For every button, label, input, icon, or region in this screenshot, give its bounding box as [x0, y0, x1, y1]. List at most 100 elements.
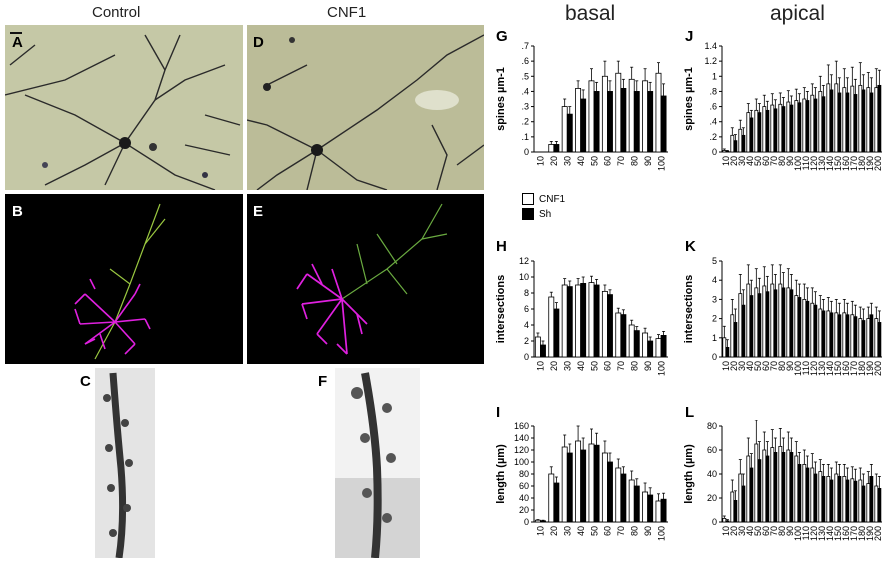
bar-sh	[553, 144, 560, 153]
label-G: G	[496, 28, 508, 45]
reconstruction-cnf1	[247, 194, 484, 364]
bar-cnf1	[754, 287, 759, 358]
bar-cnf1	[730, 314, 735, 358]
y-tick-label: 60	[707, 445, 717, 455]
bar-cnf1	[746, 283, 751, 358]
bar-sh	[877, 322, 882, 358]
legend-label-cnf1: CNF1	[539, 193, 566, 205]
bar-sh	[813, 98, 818, 153]
x-tick-label: 70	[616, 156, 626, 166]
bar-sh	[877, 84, 882, 153]
x-tick-label: 90	[643, 156, 653, 166]
x-tick-label: 150	[833, 361, 843, 376]
bar-cnf1	[642, 491, 649, 523]
x-tick-label: 50	[589, 156, 599, 166]
bar-cnf1	[588, 282, 595, 358]
x-tick-label: 80	[630, 156, 640, 166]
bar-cnf1	[561, 446, 568, 523]
x-tick-label: 150	[833, 526, 843, 541]
title-basal: basal	[565, 2, 616, 25]
bar-sh	[580, 282, 587, 358]
y-tick-label: 60	[519, 481, 529, 491]
bar-sh	[869, 92, 874, 153]
bar-sh	[853, 94, 858, 153]
bar-cnf1	[802, 464, 807, 523]
x-tick-label: 130	[817, 361, 827, 376]
bar-sh	[566, 286, 573, 358]
bar-sh	[845, 92, 850, 153]
bar-cnf1	[850, 85, 855, 153]
x-tick-label: 50	[589, 526, 599, 536]
x-tick-label: 10	[536, 526, 546, 536]
y-tick-label: 1.2	[704, 56, 717, 66]
bar-cnf1	[615, 467, 622, 523]
bar-cnf1	[588, 80, 595, 153]
bar-sh	[805, 100, 810, 153]
x-tick-label: 10	[721, 156, 731, 166]
y-tick-label: 120	[514, 445, 529, 455]
bar-sh	[593, 284, 600, 358]
legend: CNF1 Sh	[522, 193, 565, 220]
micrograph-control	[5, 25, 243, 190]
x-tick-label: 80	[630, 361, 640, 371]
bar-cnf1	[794, 455, 799, 523]
y-tick-label: 140	[514, 433, 529, 443]
x-tick-label: 40	[576, 156, 586, 166]
y-tick-label: 100	[514, 457, 529, 467]
bar-sh	[853, 480, 858, 523]
x-tick-label: 180	[857, 156, 867, 171]
bar-cnf1	[628, 479, 635, 523]
bar-cnf1	[802, 299, 807, 358]
bar-cnf1	[818, 91, 823, 153]
bar-cnf1	[874, 485, 879, 523]
bar-sh	[797, 464, 802, 523]
y-tick-label: 20	[707, 493, 717, 503]
y-axis-label: spines µm-1	[495, 67, 507, 131]
x-tick-label: 20	[729, 361, 739, 371]
y-tick-label: 1	[712, 333, 717, 343]
bar-sh	[837, 314, 842, 358]
x-tick-label: 70	[769, 361, 779, 371]
x-tick-label: 160	[841, 361, 851, 376]
bar-cnf1	[874, 87, 879, 153]
y-tick-label: 4	[524, 320, 529, 330]
bar-sh	[781, 452, 786, 523]
x-tick-label: 20	[549, 156, 559, 166]
bar-cnf1	[762, 285, 767, 358]
bar-cnf1	[738, 473, 743, 523]
y-tick-label: 0	[524, 352, 529, 362]
x-tick-label: 50	[753, 526, 763, 536]
y-tick-label: 10	[519, 272, 529, 282]
x-tick-label: 100	[793, 361, 803, 376]
x-tick-label: 120	[809, 156, 819, 171]
x-tick-label: 170	[849, 156, 859, 171]
bar-sh	[733, 140, 738, 153]
y-tick-label: 4	[712, 275, 717, 285]
bar-sh	[813, 473, 818, 523]
x-tick-label: 30	[563, 156, 573, 166]
bar-cnf1	[575, 440, 582, 523]
x-tick-label: 100	[656, 361, 666, 376]
bar-sh	[633, 91, 640, 153]
bar-sh	[660, 498, 667, 523]
bar-cnf1	[834, 83, 839, 153]
bar-sh	[829, 89, 834, 153]
bar-cnf1	[722, 150, 727, 153]
spine-control	[95, 368, 155, 558]
bar-sh	[540, 520, 546, 523]
y-tick-label: 40	[519, 493, 529, 503]
reconstruction-control	[5, 194, 243, 364]
neuron-image-control	[5, 32, 241, 190]
bar-cnf1	[655, 500, 662, 523]
bar-cnf1	[770, 104, 775, 153]
bar-sh	[593, 444, 600, 523]
x-tick-label: 40	[745, 156, 755, 166]
y-axis-label: length (µm)	[683, 444, 695, 504]
bar-sh	[725, 150, 730, 153]
bar-cnf1	[548, 296, 555, 358]
x-tick-label: 90	[785, 156, 795, 166]
bar-cnf1	[548, 144, 555, 153]
bar-cnf1	[826, 83, 831, 153]
x-tick-label: 200	[873, 156, 883, 171]
bar-cnf1	[722, 337, 727, 358]
